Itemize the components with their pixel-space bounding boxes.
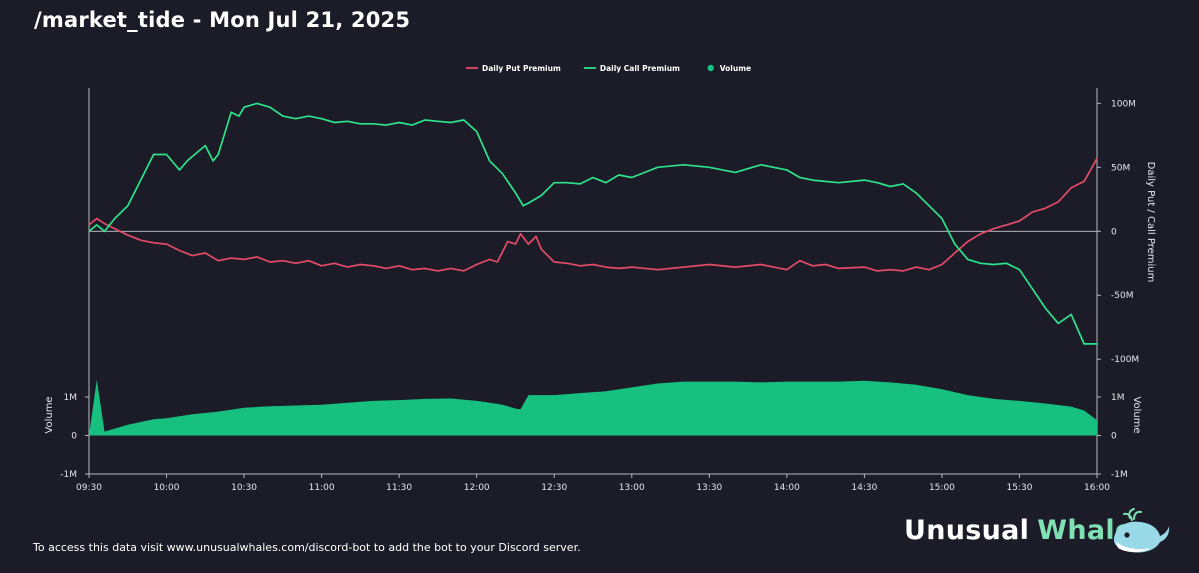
x-tick-label: 12:30: [541, 483, 567, 493]
x-tick-label: 14:30: [851, 483, 877, 493]
legend-label-daily-put-premium: Daily Put Premium: [482, 64, 561, 73]
volume-tick-label-right: -1M: [1111, 470, 1128, 480]
premium-tick-label: 100M: [1111, 99, 1136, 109]
legend-swatch-volume: [707, 64, 714, 72]
volume-axis-title-left: Volume: [44, 396, 55, 433]
legend-label-daily-call-premium: Daily Call Premium: [600, 64, 680, 73]
volume-area-fill: [89, 379, 1097, 436]
x-tick-label: 14:00: [774, 483, 800, 493]
volume-area: [89, 379, 1097, 436]
premium-lines: [88, 102, 1098, 345]
premium-axis-title: Daily Put / Call Premium: [1145, 162, 1156, 283]
premium-tick-label: 50M: [1111, 163, 1130, 173]
premium-tick-label: -50M: [1111, 291, 1133, 301]
brand-word-unusual: Unusual: [904, 515, 1030, 546]
brand-wordmark: Unusual Whales: [904, 515, 1150, 546]
x-tick-label: 13:30: [696, 483, 722, 493]
axis-ticks: 09:30 10:00 10:30 11:00 11:30 12:00 12:30 13:00…: [44, 99, 1156, 493]
call-premium-line: [88, 102, 1097, 345]
volume-tick-label-left: -1M: [60, 470, 77, 480]
x-tick-label: 09:30: [76, 483, 102, 493]
footer-note: To access this data visit www.unusualwha…: [33, 541, 581, 554]
x-tick-label: 11:30: [386, 483, 412, 493]
x-tick-label: 16:00: [1084, 483, 1110, 493]
whale-logo-icon: [1113, 508, 1170, 553]
chart-axes: [88, 88, 1098, 475]
premium-tick-label: -100M: [1111, 355, 1139, 365]
volume-tick-label-right: 0: [1111, 432, 1117, 442]
x-tick-label: 11:00: [309, 483, 335, 493]
volume-axis-title-right: Volume: [1131, 396, 1142, 433]
x-tick-label: 15:00: [929, 483, 955, 493]
put-premium-line: [88, 157, 1098, 272]
x-tick-label: 10:00: [154, 483, 180, 493]
volume-tick-label-left: 0: [71, 432, 77, 442]
volume-tick-label-right: 1M: [1111, 393, 1125, 403]
x-tick-label: 12:00: [464, 483, 490, 493]
premium-tick-label: 0: [1111, 227, 1117, 237]
x-tick-label: 10:30: [231, 483, 257, 493]
page-title: /market_tide - Mon Jul 21, 2025: [34, 8, 411, 32]
x-tick-label: 13:00: [619, 483, 645, 493]
volume-tick-label-left: 1M: [64, 393, 78, 403]
chart-legend: Daily Put Premium Daily Call Premium Volum…: [466, 64, 751, 73]
x-tick-label: 15:30: [1006, 483, 1032, 493]
legend-label-volume: Volume: [720, 64, 751, 73]
